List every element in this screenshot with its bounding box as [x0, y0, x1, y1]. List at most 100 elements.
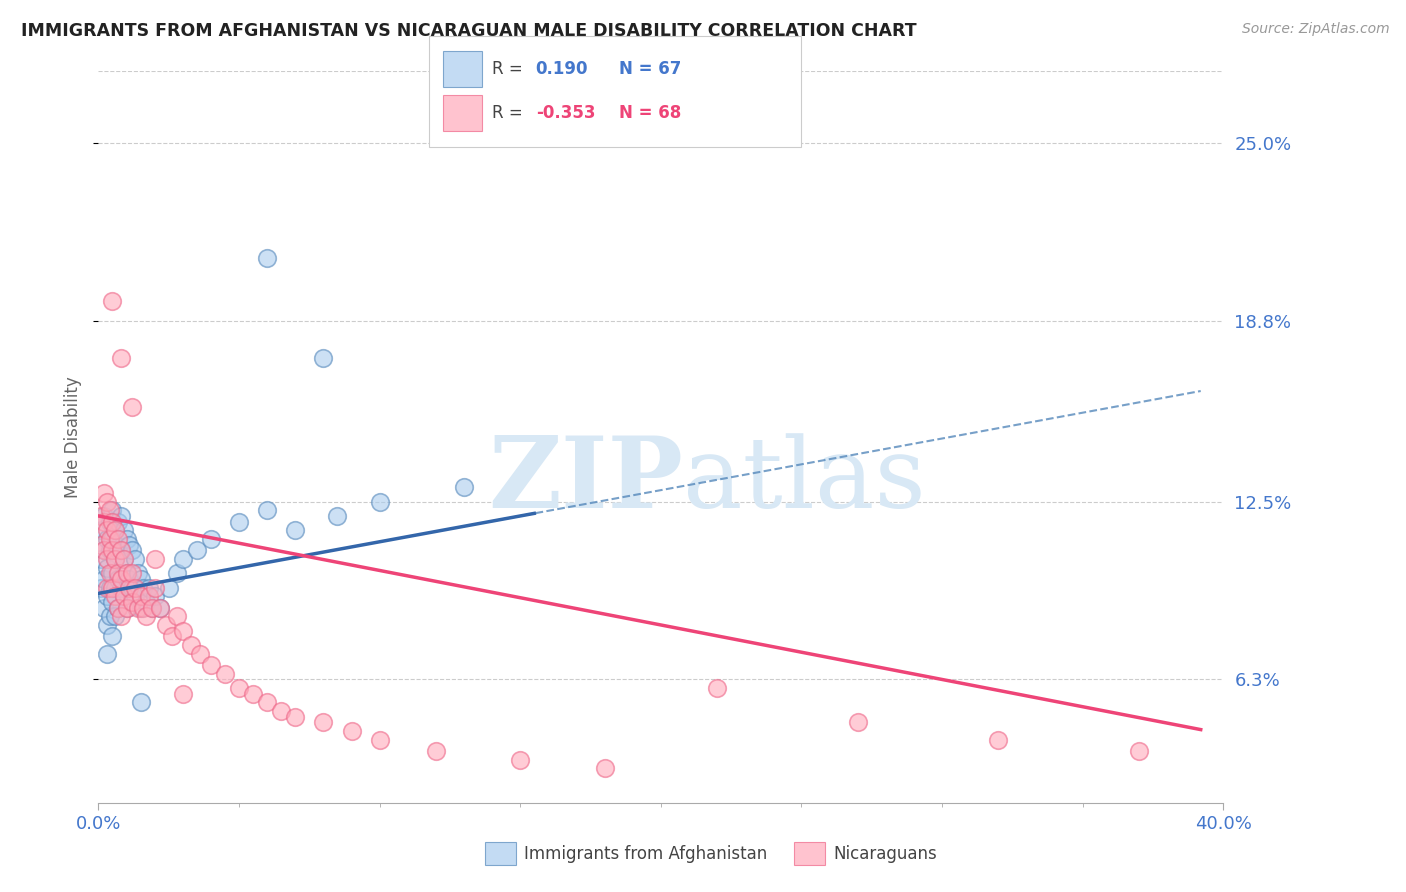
Point [93, 600, 115, 615]
Point [104, 581, 127, 595]
Point [101, 515, 124, 529]
Point [93, 543, 115, 558]
Point [107, 532, 129, 546]
Point [104, 552, 127, 566]
Point [98, 543, 121, 558]
Point [101, 595, 124, 609]
Point [256, 695, 278, 709]
Point [706, 681, 728, 695]
Point [149, 600, 172, 615]
Point [96, 560, 118, 574]
Point [129, 572, 152, 586]
Point [107, 572, 129, 586]
Point [101, 566, 124, 581]
Point [188, 647, 211, 661]
Point [115, 566, 138, 581]
Point [127, 600, 149, 615]
Point [96, 618, 118, 632]
Point [138, 589, 160, 603]
Point [121, 566, 143, 581]
Point [129, 589, 152, 603]
Point [115, 600, 138, 615]
Text: R =: R = [492, 60, 529, 78]
Point [312, 715, 335, 730]
Point [96, 589, 118, 603]
Point [256, 251, 278, 265]
Text: -0.353: -0.353 [536, 104, 595, 122]
Text: ZIP: ZIP [488, 433, 683, 530]
Point [93, 508, 115, 523]
Point [166, 609, 188, 624]
Point [242, 687, 264, 701]
Point [453, 480, 475, 494]
Text: N = 68: N = 68 [619, 104, 681, 122]
Point [101, 581, 124, 595]
Point [127, 566, 149, 581]
Point [1128, 744, 1150, 758]
Point [107, 566, 129, 581]
Text: 0.190: 0.190 [536, 60, 588, 78]
Point [110, 543, 132, 558]
Point [987, 732, 1010, 747]
Point [180, 638, 202, 652]
Point [112, 552, 135, 566]
Point [90, 581, 112, 595]
Text: IMMIGRANTS FROM AFGHANISTAN VS NICARAGUAN MALE DISABILITY CORRELATION CHART: IMMIGRANTS FROM AFGHANISTAN VS NICARAGUA… [21, 22, 917, 40]
Text: Immigrants from Afghanistan: Immigrants from Afghanistan [524, 845, 768, 863]
Point [118, 572, 141, 586]
Point [98, 609, 121, 624]
Point [135, 595, 157, 609]
Point [124, 552, 146, 566]
Point [101, 293, 124, 308]
Point [110, 609, 132, 624]
Point [90, 538, 112, 552]
Point [101, 629, 124, 643]
Point [228, 681, 250, 695]
Point [112, 524, 135, 538]
Point [846, 715, 869, 730]
Point [115, 566, 138, 581]
Point [110, 508, 132, 523]
Point [112, 552, 135, 566]
Point [96, 647, 118, 661]
Point [90, 524, 112, 538]
Text: N = 67: N = 67 [619, 60, 681, 78]
Point [214, 666, 236, 681]
Point [326, 508, 349, 523]
Point [166, 566, 188, 581]
Point [143, 552, 166, 566]
Text: R =: R = [492, 104, 529, 122]
Point [93, 515, 115, 529]
Point [98, 581, 121, 595]
Point [186, 543, 208, 558]
Point [101, 503, 124, 517]
Point [368, 494, 391, 508]
Point [96, 552, 118, 566]
Point [425, 744, 447, 758]
Point [98, 532, 121, 546]
Point [96, 524, 118, 538]
Point [172, 624, 194, 638]
Point [129, 695, 152, 709]
Point [200, 532, 222, 546]
Text: Nicaraguans: Nicaraguans [834, 845, 938, 863]
Point [93, 486, 115, 500]
Point [101, 543, 124, 558]
Point [115, 532, 138, 546]
Point [107, 600, 129, 615]
Point [135, 609, 157, 624]
Point [107, 515, 129, 529]
Point [368, 732, 391, 747]
Point [98, 566, 121, 581]
Point [155, 618, 177, 632]
Point [143, 589, 166, 603]
Point [172, 552, 194, 566]
Point [115, 600, 138, 615]
Point [340, 724, 363, 739]
Point [141, 600, 163, 615]
Point [132, 600, 155, 615]
Point [110, 572, 132, 586]
Point [104, 609, 127, 624]
Point [101, 532, 124, 546]
Point [96, 581, 118, 595]
